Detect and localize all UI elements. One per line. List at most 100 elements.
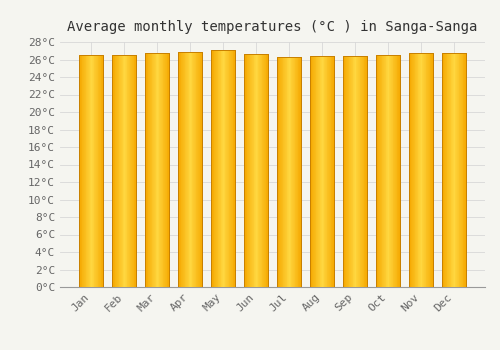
Bar bbox=[227, 50, 228, 287]
Bar bbox=[118, 55, 120, 287]
Bar bbox=[321, 56, 322, 287]
Bar bbox=[300, 57, 301, 287]
Bar bbox=[256, 54, 257, 287]
Bar bbox=[452, 53, 453, 287]
Bar bbox=[354, 56, 355, 287]
Bar bbox=[246, 54, 248, 287]
Bar bbox=[332, 56, 333, 287]
Bar bbox=[395, 55, 396, 287]
Bar bbox=[148, 52, 149, 287]
Bar bbox=[89, 55, 90, 287]
Bar bbox=[267, 54, 268, 287]
Bar bbox=[448, 53, 449, 287]
Bar bbox=[219, 50, 220, 287]
Bar bbox=[282, 57, 284, 287]
Bar bbox=[329, 56, 330, 287]
Bar bbox=[350, 56, 351, 287]
Bar bbox=[364, 56, 365, 287]
Bar bbox=[121, 55, 122, 287]
Bar bbox=[281, 57, 282, 287]
Bar bbox=[84, 55, 85, 287]
Bar bbox=[328, 56, 329, 287]
Bar bbox=[80, 55, 103, 287]
Bar bbox=[117, 55, 118, 287]
Bar bbox=[232, 50, 234, 287]
Bar bbox=[343, 56, 367, 287]
Bar bbox=[409, 52, 432, 287]
Bar bbox=[417, 52, 418, 287]
Bar bbox=[216, 50, 218, 287]
Bar bbox=[112, 55, 113, 287]
Bar bbox=[298, 57, 300, 287]
Bar bbox=[149, 52, 150, 287]
Bar bbox=[277, 57, 301, 287]
Bar bbox=[361, 56, 362, 287]
Bar bbox=[391, 55, 392, 287]
Bar bbox=[310, 56, 334, 287]
Bar bbox=[359, 56, 360, 287]
Bar bbox=[90, 55, 91, 287]
Bar bbox=[253, 54, 254, 287]
Bar bbox=[351, 56, 352, 287]
Bar bbox=[312, 56, 313, 287]
Bar bbox=[454, 53, 456, 287]
Bar bbox=[418, 52, 420, 287]
Bar bbox=[320, 56, 321, 287]
Bar bbox=[254, 54, 255, 287]
Bar bbox=[88, 55, 89, 287]
Bar bbox=[284, 57, 285, 287]
Bar bbox=[211, 50, 212, 287]
Bar bbox=[223, 50, 224, 287]
Bar bbox=[134, 55, 135, 287]
Bar bbox=[431, 52, 432, 287]
Bar bbox=[99, 55, 100, 287]
Bar bbox=[122, 55, 124, 287]
Bar bbox=[376, 55, 377, 287]
Bar bbox=[199, 51, 200, 287]
Bar bbox=[362, 56, 363, 287]
Bar bbox=[126, 55, 128, 287]
Bar bbox=[130, 55, 132, 287]
Bar bbox=[278, 57, 280, 287]
Bar bbox=[201, 51, 202, 287]
Bar bbox=[355, 56, 356, 287]
Bar bbox=[120, 55, 121, 287]
Bar bbox=[250, 54, 252, 287]
Bar bbox=[330, 56, 332, 287]
Bar bbox=[195, 51, 196, 287]
Bar bbox=[184, 51, 186, 287]
Bar bbox=[412, 52, 413, 287]
Bar bbox=[366, 56, 367, 287]
Bar bbox=[453, 53, 454, 287]
Bar bbox=[193, 51, 194, 287]
Bar bbox=[214, 50, 215, 287]
Bar bbox=[124, 55, 125, 287]
Bar bbox=[380, 55, 381, 287]
Bar bbox=[427, 52, 428, 287]
Bar bbox=[102, 55, 103, 287]
Bar bbox=[352, 56, 354, 287]
Bar bbox=[290, 57, 292, 287]
Bar bbox=[200, 51, 201, 287]
Bar bbox=[410, 52, 412, 287]
Bar bbox=[376, 55, 400, 287]
Bar bbox=[146, 52, 147, 287]
Bar bbox=[457, 53, 458, 287]
Bar bbox=[222, 50, 223, 287]
Bar bbox=[147, 52, 148, 287]
Bar bbox=[153, 52, 154, 287]
Bar bbox=[226, 50, 227, 287]
Bar bbox=[365, 56, 366, 287]
Bar bbox=[96, 55, 98, 287]
Bar bbox=[414, 52, 416, 287]
Bar bbox=[261, 54, 262, 287]
Bar bbox=[230, 50, 231, 287]
Bar bbox=[94, 55, 95, 287]
Bar bbox=[244, 54, 245, 287]
Bar bbox=[347, 56, 348, 287]
Bar bbox=[158, 52, 160, 287]
Bar bbox=[378, 55, 379, 287]
Bar bbox=[450, 53, 452, 287]
Bar bbox=[125, 55, 126, 287]
Bar bbox=[292, 57, 293, 287]
